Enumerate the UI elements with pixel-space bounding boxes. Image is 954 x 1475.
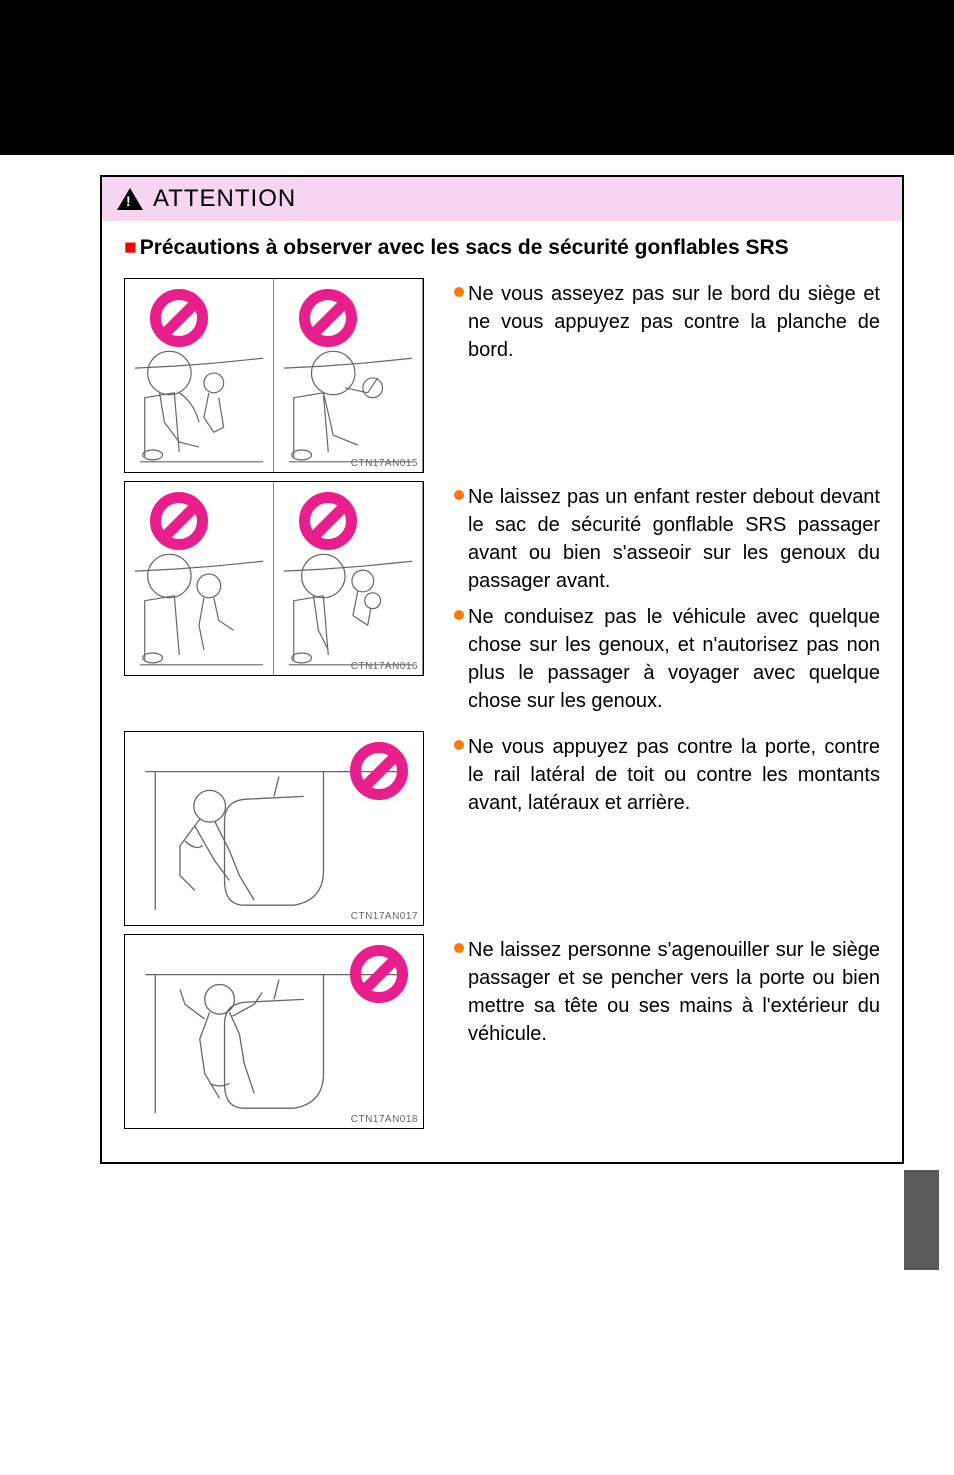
bullet-text-5: Ne laissez personne s'agenouiller sur le… <box>468 936 880 1048</box>
section-title: ■Précautions à observer avec les sacs de… <box>124 236 880 260</box>
row-1: CTN17AN015 Ne vous asseyez pas sur le bo… <box>124 278 880 473</box>
bullet-dot-icon <box>454 740 464 750</box>
red-square-marker: ■ <box>124 236 137 259</box>
bullet-item-4: Ne vous appuyez pas contre la porte, con… <box>454 733 880 817</box>
image-cell-1: CTN17AN015 <box>124 278 434 473</box>
side-tab <box>904 1170 939 1270</box>
image-label-4: CTN17AN018 <box>351 1114 418 1125</box>
image-label-1: CTN17AN015 <box>351 458 418 469</box>
image-frame-1: CTN17AN015 <box>124 278 424 473</box>
image-half-2a <box>125 482 274 675</box>
image-cell-2: CTN17AN016 <box>124 481 434 676</box>
image-half-1a <box>125 279 274 472</box>
section-title-text: Précautions à observer avec les sacs de … <box>140 236 789 259</box>
bullet-text-2: Ne laissez pas un enfant rester debout d… <box>468 483 880 595</box>
image-frame-3: CTN17AN017 <box>124 731 424 926</box>
bullet-item-5: Ne laissez personne s'agenouiller sur le… <box>454 936 880 1048</box>
content-area: ATTENTION ■Précautions à observer avec l… <box>0 155 954 1164</box>
image-half-2b <box>274 482 423 675</box>
image-label-3: CTN17AN017 <box>351 911 418 922</box>
prohibit-icon <box>350 742 408 800</box>
bullet-dot-icon <box>454 287 464 297</box>
text-cell-2: Ne laissez pas un enfant rester debout d… <box>454 481 880 723</box>
attention-title: ATTENTION <box>153 185 296 213</box>
image-cell-4: CTN17AN018 <box>124 934 434 1129</box>
prohibit-icon <box>150 492 208 550</box>
prohibit-icon <box>299 492 357 550</box>
bullet-item-2: Ne laissez pas un enfant rester debout d… <box>454 483 880 595</box>
text-cell-4: Ne laissez personne s'agenouiller sur le… <box>454 934 880 1056</box>
text-cell-3: Ne vous appuyez pas contre la porte, con… <box>454 731 880 825</box>
bullet-dot-icon <box>454 490 464 500</box>
row-3: CTN17AN017 Ne vous appuyez pas contre la… <box>124 731 880 926</box>
prohibit-icon <box>350 945 408 1003</box>
prohibit-icon <box>299 289 357 347</box>
warning-triangle-icon <box>117 188 143 210</box>
attention-header: ATTENTION <box>102 177 902 221</box>
text-cell-1: Ne vous asseyez pas sur le bord du siège… <box>454 278 880 372</box>
image-frame-2: CTN17AN016 <box>124 481 424 676</box>
row-4: CTN17AN018 Ne laissez personne s'agenoui… <box>124 934 880 1129</box>
bullet-dot-icon <box>454 943 464 953</box>
bullet-text-3: Ne conduisez pas le véhicule avec quelqu… <box>468 603 880 715</box>
attention-box: ATTENTION ■Précautions à observer avec l… <box>100 175 904 1164</box>
bullet-item-1: Ne vous asseyez pas sur le bord du siège… <box>454 280 880 364</box>
image-cell-3: CTN17AN017 <box>124 731 434 926</box>
row-2: CTN17AN016 Ne laissez pas un enfant rest… <box>124 481 880 723</box>
image-label-2: CTN17AN016 <box>351 661 418 672</box>
bullet-item-3: Ne conduisez pas le véhicule avec quelqu… <box>454 603 880 715</box>
prohibit-icon <box>150 289 208 347</box>
attention-body: ■Précautions à observer avec les sacs de… <box>102 221 902 1162</box>
image-frame-4: CTN17AN018 <box>124 934 424 1129</box>
bullet-dot-icon <box>454 610 464 620</box>
bullet-text-1: Ne vous asseyez pas sur le bord du siège… <box>468 280 880 364</box>
top-black-banner <box>0 0 954 155</box>
image-half-1b <box>274 279 423 472</box>
bullet-text-4: Ne vous appuyez pas contre la porte, con… <box>468 733 880 817</box>
